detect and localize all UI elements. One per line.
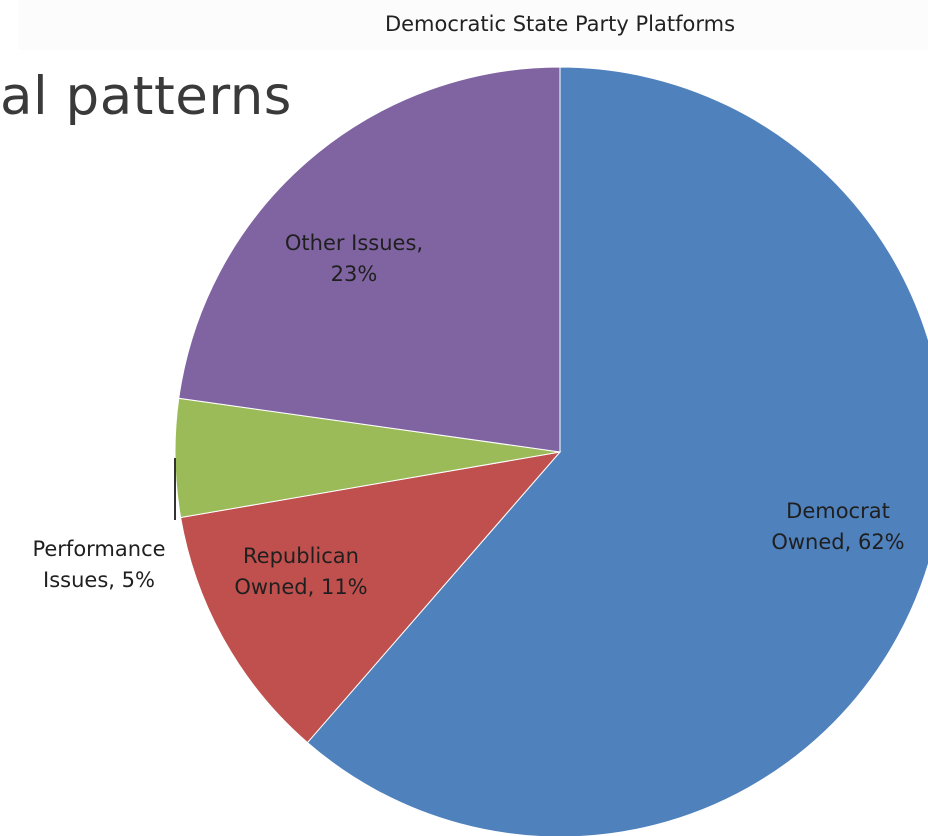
chart-title: Democratic State Party Platforms [384,12,736,36]
chart-title-background [18,0,928,50]
pie-slice-other-issues [178,66,561,453]
pie-label-other-issues: Other Issues, 23% [285,231,423,286]
pie-labels: Democrat Owned, 62% Republican Owned, 11% Pe… [32,231,904,599]
pie-slice-republican-owned [180,451,562,744]
pie-slice-democrat-owned [306,66,928,836]
pie-label-democrat-owned: Democrat Owned, 62% [771,499,904,554]
slide-heading-fragment: al patterns [0,66,292,127]
pie-label-republican-owned: Republican Owned, 11% [234,544,367,599]
pie-slices [174,66,928,836]
pie-label-performance-issues: Performance Issues, 5% [32,537,165,592]
